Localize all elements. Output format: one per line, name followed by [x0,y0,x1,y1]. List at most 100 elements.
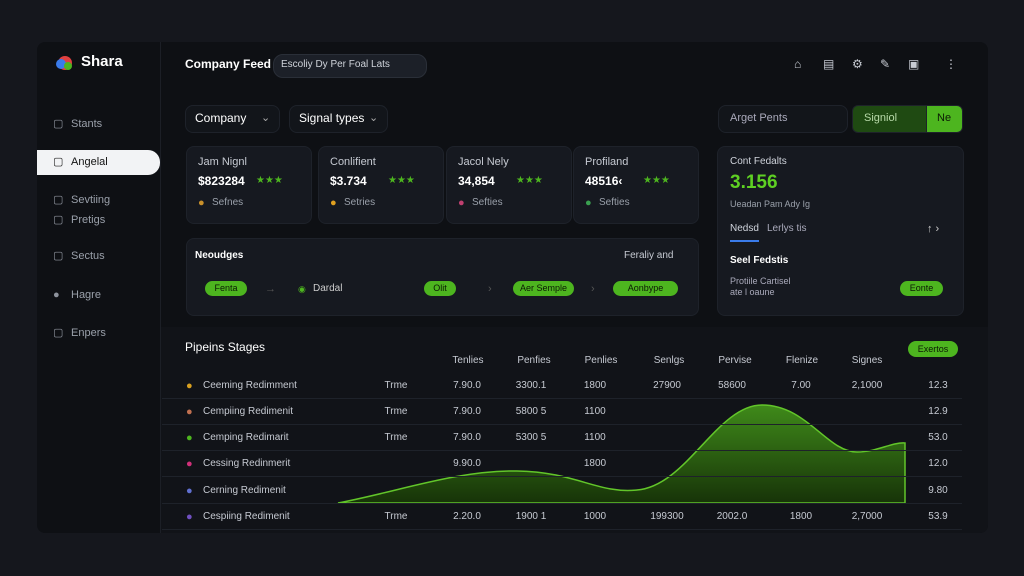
nav-icon: ● [53,289,60,301]
nav-item[interactable]: Enpers [71,327,106,339]
search-text[interactable]: Arget Pents [730,112,788,124]
go-button-text[interactable]: Ne [937,112,952,124]
row-dot: ● [186,458,193,470]
workflow-title: Neoudges [195,250,244,261]
panel-line: Protiile Cartisel [730,276,791,286]
row-name[interactable]: Cemping Redimarit [203,432,289,443]
signal-button-text[interactable]: Signiol [864,112,898,124]
column-header: Signes [851,355,883,366]
column-header: Flenize [785,355,819,366]
step[interactable]: Fenta [205,281,247,296]
panel-button[interactable]: Eonte [900,281,943,296]
column-header: Penlies [584,355,618,366]
cell: Trme [384,380,408,391]
row-name[interactable]: Cempiing Redimenit [203,406,294,417]
cell: Trme [384,406,408,417]
column-header: Pervise [718,355,752,366]
badge-text[interactable]: Escoliy Dy Per Foal Lats [281,59,390,70]
app: Shara Company Feed Escoliy Dy Per Foal Lat… [37,42,988,533]
top-icon[interactable]: ⚙ [852,57,863,71]
filter-label[interactable]: Signal types [299,111,365,125]
nav-item[interactable]: Hagre [71,289,101,301]
top-icon[interactable]: ▤ [823,57,835,71]
row-line [162,450,962,451]
step-arrow: › [591,283,595,295]
top-icon[interactable]: ⌂ [794,57,802,71]
cell: 7.00 [791,380,811,391]
card-foot: Sefties [599,197,630,208]
nav-item[interactable]: Angelal [71,156,108,168]
filter-label[interactable]: Company [195,111,247,125]
panel-title: Cont Fedalts [730,156,787,167]
top-icon[interactable]: ✎ [880,57,891,71]
step[interactable]: Aonbype [613,281,678,296]
tab[interactable]: Lerlys tis [767,223,807,234]
cell: 7.90.0 [453,406,481,417]
active-nav[interactable] [37,150,160,175]
nav-item[interactable]: Pretigs [71,214,106,226]
cell: 1800 [789,511,813,522]
export-button[interactable]: Exertos [908,341,958,357]
nav-item[interactable]: Sevtiing [71,194,111,206]
cell: 12.9 [928,406,948,417]
cell: 1000 [583,511,607,522]
stars: ★★★ [256,175,283,186]
search[interactable] [718,105,848,133]
nav-icon: ▢ [53,250,64,262]
nav-icon: ▢ [53,327,64,339]
cell: 1100 [584,432,606,443]
cell: 3300.1 [515,380,547,391]
chev: ⌄ [369,112,379,124]
top-icon[interactable]: ⋮ [945,57,957,71]
card-label: Profiland [585,156,629,168]
stat-card [446,146,572,224]
go-button[interactable] [926,105,963,133]
row-line [162,476,962,477]
card-label: Jam Nignl [198,156,247,168]
divider [160,42,161,533]
panel-value: 3.156 [730,172,778,193]
cell: 1900 1 [515,511,547,522]
top-icon[interactable]: ▣ [908,57,920,71]
badge[interactable] [273,54,427,78]
step[interactable]: Olit [424,281,456,296]
cell: 5300 5 [515,432,547,443]
cell: 2002.0 [716,511,748,522]
panel-section: Seel Fedstis [730,255,789,266]
row-dot: ● [186,380,193,392]
row-name[interactable]: Cerning Redimenit [203,485,286,496]
cell: Trme [384,511,408,522]
tab[interactable]: Nedsd [730,222,759,242]
nav-item[interactable]: Stants [71,118,103,130]
signal-filter[interactable] [289,105,388,133]
company-filter[interactable] [185,105,280,133]
cell: 1100 [584,406,606,417]
cell: 53.0 [928,432,948,443]
cell: 199300 [650,511,684,522]
card-value: $823284 [198,174,245,188]
card-label: Jacol Nely [458,156,509,168]
row-name[interactable]: Cespiing Redimenit [203,511,290,522]
cell: 58600 [718,380,746,391]
nav-icon: ▢ [53,118,64,130]
nav-item[interactable]: Sectus [71,250,105,262]
stat-card [186,146,312,224]
cell: 1800 [583,380,607,391]
step[interactable]: Dardal [313,283,343,294]
row-name[interactable]: Cessing Redinmerit [203,458,291,469]
chev: ⌄ [261,112,271,124]
row-name[interactable]: Ceeming Redimment [203,380,297,391]
area-graph [337,404,906,504]
stat-card [318,146,444,224]
card-dot: ● [198,197,205,209]
panel-line: ate l oaune [730,287,775,297]
step[interactable]: Aer Semple [513,281,574,296]
signal-button[interactable] [852,105,928,133]
workflow [186,238,699,316]
card-value: $3.734 [330,174,367,188]
arrows: ↑ › [927,223,940,235]
stars: ★★★ [643,175,670,186]
step-icon: ◉ [298,284,306,294]
row-line [162,424,962,425]
cell: 12.3 [928,380,948,391]
